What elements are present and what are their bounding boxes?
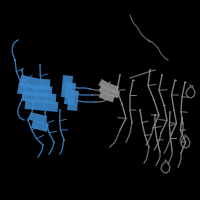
Polygon shape: [61, 75, 73, 98]
Polygon shape: [99, 91, 115, 102]
Polygon shape: [17, 83, 52, 97]
Polygon shape: [54, 122, 58, 138]
Polygon shape: [98, 79, 119, 93]
Polygon shape: [123, 90, 127, 104]
Polygon shape: [22, 91, 56, 104]
Polygon shape: [64, 82, 76, 105]
Polygon shape: [19, 75, 50, 90]
Polygon shape: [25, 99, 58, 112]
Polygon shape: [122, 85, 126, 99]
Polygon shape: [29, 112, 47, 124]
Polygon shape: [98, 85, 120, 98]
Polygon shape: [31, 120, 49, 132]
Polygon shape: [118, 94, 122, 108]
Polygon shape: [52, 114, 56, 130]
Polygon shape: [67, 98, 69, 118]
Polygon shape: [67, 90, 79, 111]
